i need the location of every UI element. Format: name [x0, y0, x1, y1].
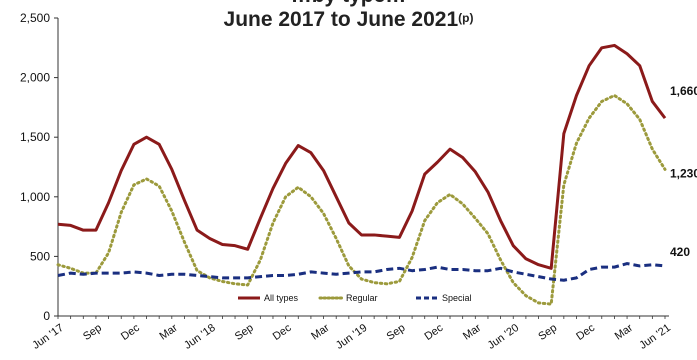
chart-title: …by type… June 2017 to June 2021(p) [0, 0, 697, 32]
x-tick-label: Sep [81, 322, 104, 343]
legend: All types Regular Special [238, 293, 472, 303]
series-line-special [57, 262, 666, 282]
series-layer [56, 43, 667, 306]
x-tick-label: Sep [385, 322, 408, 343]
y-tick-label: 1,500 [20, 130, 50, 144]
legend-label: Regular [346, 293, 378, 303]
series-line-regular [56, 93, 667, 306]
x-tick-label: Jun '17 [30, 322, 66, 352]
chart-title-main: June 2017 to June 2021 [223, 8, 459, 31]
x-tick-label: Dec [574, 322, 597, 343]
chart-title-line2: June 2017 to June 2021(p) [0, 8, 697, 32]
legend-label: All types [264, 293, 299, 303]
y-tick-label: 2,500 [20, 11, 50, 25]
x-tick-label: Jun '21 [637, 322, 673, 352]
y-tick-label: 500 [30, 249, 50, 263]
end-value-label: 1,660 [670, 84, 697, 98]
x-tick-label: Mar [157, 322, 180, 343]
x-tick-label: Mar [613, 322, 636, 343]
chart-title-line1: …by type… [0, 0, 697, 8]
end-value-label: 1,230 [670, 166, 697, 180]
x-tick-label: Jun '20 [486, 322, 522, 352]
chart-title-note: (p) [458, 11, 474, 25]
legend-label: Special [442, 293, 472, 303]
y-tick-label: 0 [43, 309, 50, 323]
x-tick-label: Jun '18 [182, 322, 218, 352]
x-tick-label: Dec [119, 322, 142, 343]
y-tick-label: 1,000 [20, 190, 50, 204]
end-value-label: 420 [670, 245, 690, 259]
x-tick-label: Mar [309, 322, 332, 343]
x-tick-label: Dec [271, 322, 294, 343]
x-tick-label: Sep [233, 322, 256, 343]
x-tick-label: Jun '19 [334, 322, 370, 352]
series-line-all-types [57, 43, 667, 270]
labels-layer: 1,660 1,230 420 [670, 84, 697, 259]
x-tick-label: Mar [461, 322, 484, 343]
x-tick-label: Sep [536, 322, 559, 343]
y-tick-label: 2,000 [20, 71, 50, 85]
x-tick-label: Dec [422, 322, 445, 343]
